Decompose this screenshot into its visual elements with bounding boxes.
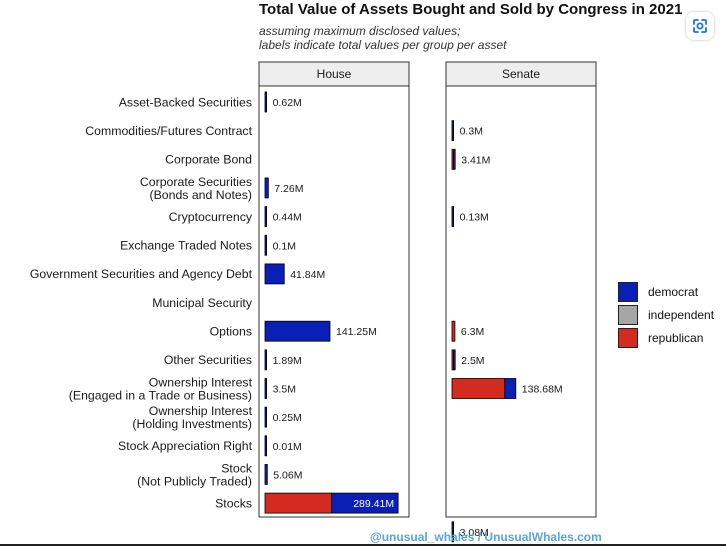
legend-label-democrat: democrat xyxy=(648,285,699,299)
data-label: 138.68M xyxy=(522,384,563,396)
facet-strip xyxy=(258,61,410,87)
category-label-line: Options xyxy=(210,325,252,339)
category-label-line: Commodities/Futures Contract xyxy=(85,124,252,138)
category-label-line: Corporate Securities xyxy=(140,175,252,189)
data-label: 7.26M xyxy=(274,183,303,195)
bar-republican xyxy=(451,378,506,399)
category-label: Ownership Interest (Engaged in a Trade or… xyxy=(69,375,253,402)
category-label-line: Ownership Interest xyxy=(149,404,253,418)
bar-democrat xyxy=(504,378,517,399)
category-label: Stock (Not Publicly Traded) xyxy=(137,461,253,488)
bar-democrat xyxy=(331,492,399,514)
credit-text[interactable]: @unusual_whales / UnusualWhales.com xyxy=(370,530,602,544)
category-label-line: Municipal Security xyxy=(152,296,253,310)
bar-democrat xyxy=(264,91,268,113)
data-label: 0.1M xyxy=(273,240,296,252)
legend-label-independent: independent xyxy=(648,308,715,322)
category-label-line: Stocks xyxy=(215,496,252,510)
category-label-line: Government Securities and Agency Debt xyxy=(30,267,253,281)
category-label: Ownership Interest (Holding Investments) xyxy=(132,404,252,431)
category-label: Asset-Backed Securities xyxy=(119,95,252,109)
data-label: 0.01M xyxy=(273,441,302,453)
legend: democrat independent republican xyxy=(618,281,714,350)
bar-democrat xyxy=(264,206,268,228)
data-label: 5.06M xyxy=(273,469,302,481)
bar-democrat xyxy=(264,320,331,342)
category-label-line: Other Securities xyxy=(164,353,252,367)
category-label: Stocks xyxy=(215,496,252,510)
legend-label-republican: republican xyxy=(648,331,704,345)
legend-swatch-democrat xyxy=(618,282,638,302)
subtitle-line-1: assuming maximum disclosed values; xyxy=(259,24,461,38)
category-label: Other Securities xyxy=(164,353,252,367)
legend-item-democrat: democrat xyxy=(618,281,714,303)
category-label-line: Stock xyxy=(221,461,253,475)
data-label: 41.84M xyxy=(290,269,325,281)
category-label: Government Securities and Agency Debt xyxy=(30,267,253,281)
category-label-line: (Not Publicly Traded) xyxy=(137,474,252,488)
panel-frame xyxy=(258,85,410,518)
category-label: Cryptocurrency xyxy=(169,210,253,224)
facet-label: House xyxy=(317,67,352,81)
data-label: 3.5M xyxy=(273,384,296,396)
chart-title: Total Value of Assets Bought and Sold by… xyxy=(259,1,683,18)
bar-democrat xyxy=(453,349,456,371)
legend-item-independent: independent xyxy=(618,304,714,326)
panel-frame xyxy=(445,85,597,518)
bar-republican xyxy=(451,320,456,342)
data-label: 0.44M xyxy=(273,212,302,224)
category-label-line: Exchange Traded Notes xyxy=(120,239,252,253)
bar-democrat xyxy=(451,206,455,228)
category-label-line: Stock Appreciation Right xyxy=(118,439,253,453)
data-label: 3.08M xyxy=(460,527,489,539)
bar-democrat xyxy=(264,406,268,428)
data-label: 6.3M xyxy=(461,326,484,338)
scan-icon xyxy=(693,19,707,33)
data-label: 2.5M xyxy=(461,355,484,367)
category-label: Corporate Securities (Bonds and Notes) xyxy=(140,175,252,202)
data-label: 1.89M xyxy=(273,355,302,367)
category-label-line: Asset-Backed Securities xyxy=(119,95,252,109)
bar-democrat xyxy=(264,349,268,371)
bar-democrat xyxy=(264,435,268,457)
legend-swatch-republican xyxy=(618,328,638,348)
legend-swatch-independent xyxy=(618,305,638,325)
data-label: 3.41M xyxy=(461,154,490,166)
bar-democrat xyxy=(451,120,455,142)
bar-democrat xyxy=(264,177,269,199)
category-label: Exchange Traded Notes xyxy=(120,239,252,253)
category-label-line: Ownership Interest xyxy=(149,375,253,389)
chart-subtitle: assuming maximum disclosed values; label… xyxy=(259,24,506,52)
category-label: Stock Appreciation Right xyxy=(118,439,253,453)
bar-democrat xyxy=(264,263,285,285)
data-label: 141.25M xyxy=(336,326,377,338)
category-label-line: Corporate Bond xyxy=(165,153,252,167)
bar-democrat xyxy=(453,148,456,170)
category-label-line: (Engaged in a Trade or Business) xyxy=(69,388,252,402)
facet-label: Senate xyxy=(502,67,540,81)
bar-democrat xyxy=(264,378,268,399)
bar-democrat xyxy=(264,234,268,256)
category-label-line: (Bonds and Notes) xyxy=(149,188,252,202)
category-label-line: Cryptocurrency xyxy=(169,210,253,224)
category-label: Commodities/Futures Contract xyxy=(85,124,252,138)
data-label: 289.41M xyxy=(353,498,394,510)
subtitle-line-2: labels indicate total values per group p… xyxy=(259,38,507,52)
category-label-line: (Holding Investments) xyxy=(132,417,252,431)
category-label: Options xyxy=(210,325,252,339)
lens-scan-button[interactable] xyxy=(686,12,714,40)
legend-item-republican: republican xyxy=(618,327,714,349)
category-label: Corporate Bond xyxy=(165,153,252,167)
bar-democrat xyxy=(451,521,455,543)
data-label: 0.25M xyxy=(273,412,302,424)
category-label: Municipal Security xyxy=(152,296,253,310)
bottom-rule xyxy=(0,544,726,546)
bar-republican xyxy=(264,492,332,514)
data-label: 0.62M xyxy=(273,97,302,109)
bar-democrat xyxy=(264,464,268,485)
data-label: 0.3M xyxy=(460,126,483,138)
data-label: 0.13M xyxy=(460,212,489,224)
facet-strip xyxy=(445,61,597,87)
